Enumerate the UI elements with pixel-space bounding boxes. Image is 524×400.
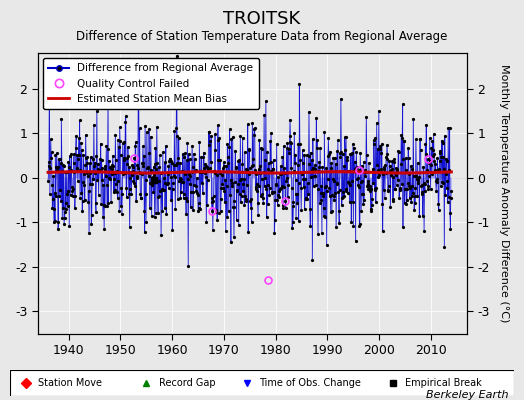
Text: Difference of Station Temperature Data from Regional Average: Difference of Station Temperature Data f… — [77, 30, 447, 43]
Text: Berkeley Earth: Berkeley Earth — [426, 390, 508, 400]
Legend: Difference from Regional Average, Quality Control Failed, Estimated Station Mean: Difference from Regional Average, Qualit… — [43, 58, 258, 109]
Text: Time of Obs. Change: Time of Obs. Change — [259, 378, 362, 388]
Y-axis label: Monthly Temperature Anomaly Difference (°C): Monthly Temperature Anomaly Difference (… — [499, 64, 509, 322]
FancyBboxPatch shape — [10, 370, 514, 396]
Text: Record Gap: Record Gap — [159, 378, 215, 388]
Text: Station Move: Station Move — [38, 378, 102, 388]
Text: Empirical Break: Empirical Break — [406, 378, 482, 388]
Text: TROITSK: TROITSK — [223, 10, 301, 28]
